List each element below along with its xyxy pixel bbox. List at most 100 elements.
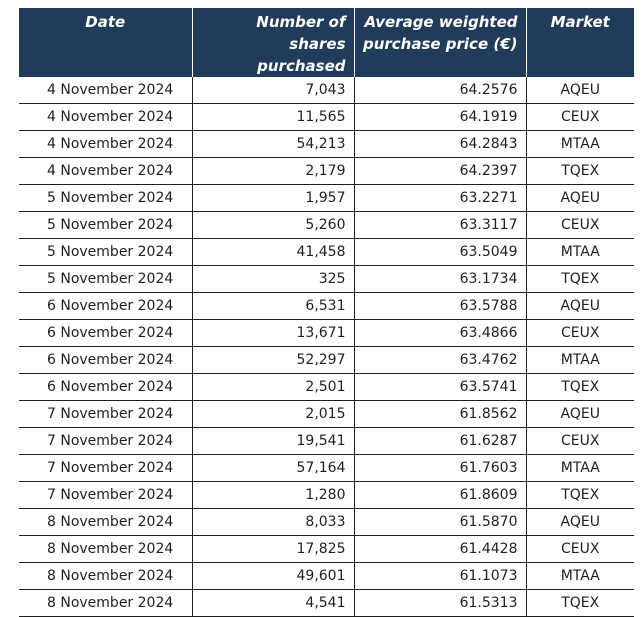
table-row: 6 November 2024 52,297 63.4762 MTAA <box>19 346 634 374</box>
cell-market: TQEX <box>526 589 634 617</box>
cell-date: 6 November 2024 <box>19 319 193 347</box>
cell-shares: 41,458 <box>192 238 355 266</box>
cell-date: 6 November 2024 <box>19 373 193 401</box>
cell-market: MTAA <box>526 238 634 266</box>
cell-shares: 57,164 <box>192 454 355 482</box>
cell-shares: 1,280 <box>192 481 355 509</box>
cell-price: 64.1919 <box>354 103 527 131</box>
cell-price: 63.2271 <box>354 184 527 212</box>
cell-market: TQEX <box>526 265 634 293</box>
cell-shares: 13,671 <box>192 319 355 347</box>
header-date-label: Date <box>85 13 126 31</box>
header-price-line-2: purchase price (€) <box>362 35 518 53</box>
cell-date: 5 November 2024 <box>19 211 193 239</box>
cell-shares: 49,601 <box>192 562 355 590</box>
cell-market: AQEU <box>526 508 634 536</box>
cell-price: 63.1734 <box>354 265 527 293</box>
cell-price: 61.7603 <box>354 454 527 482</box>
cell-date: 8 November 2024 <box>19 535 193 563</box>
cell-date: 7 November 2024 <box>19 454 193 482</box>
cell-date: 7 November 2024 <box>19 400 193 428</box>
cell-market: TQEX <box>526 481 634 509</box>
header-market-label: Market <box>550 13 610 31</box>
cell-date: 7 November 2024 <box>19 481 193 509</box>
cell-price: 63.5049 <box>354 238 527 266</box>
table-row: 8 November 2024 17,825 61.4428 CEUX <box>19 535 634 563</box>
table-header: Date Number of shares purchased Average … <box>19 8 634 77</box>
header-average-price: Average weighted purchase price (€) <box>354 8 527 77</box>
cell-price: 63.4866 <box>354 319 527 347</box>
header-shares-line-1: Number of shares <box>256 13 346 53</box>
cell-market: CEUX <box>526 211 634 239</box>
header-date: Date <box>19 8 193 77</box>
cell-market: AQEU <box>526 77 634 104</box>
cell-date: 4 November 2024 <box>19 103 193 131</box>
header-market: Market <box>526 8 634 77</box>
header-number-of-shares: Number of shares purchased <box>192 8 355 77</box>
header-row: Date Number of shares purchased Average … <box>19 8 634 77</box>
cell-date: 8 November 2024 <box>19 508 193 536</box>
table-row: 8 November 2024 4,541 61.5313 TQEX <box>19 589 634 617</box>
cell-price: 64.2843 <box>354 130 527 158</box>
cell-shares: 325 <box>192 265 355 293</box>
cell-date: 4 November 2024 <box>19 157 193 185</box>
header-shares-line-2: purchased <box>257 57 346 75</box>
cell-date: 5 November 2024 <box>19 238 193 266</box>
cell-shares: 5,260 <box>192 211 355 239</box>
table-row: 4 November 2024 7,043 64.2576 AQEU <box>19 77 634 104</box>
cell-price: 63.5788 <box>354 292 527 320</box>
cell-date: 6 November 2024 <box>19 292 193 320</box>
cell-shares: 4,541 <box>192 589 355 617</box>
cell-date: 8 November 2024 <box>19 562 193 590</box>
cell-price: 63.3117 <box>354 211 527 239</box>
cell-market: CEUX <box>526 535 634 563</box>
cell-shares: 2,501 <box>192 373 355 401</box>
cell-price: 61.5313 <box>354 589 527 617</box>
cell-shares: 6,531 <box>192 292 355 320</box>
cell-market: AQEU <box>526 184 634 212</box>
table-row: 8 November 2024 8,033 61.5870 AQEU <box>19 508 634 536</box>
table-row: 6 November 2024 2,501 63.5741 TQEX <box>19 373 634 401</box>
cell-price: 61.8562 <box>354 400 527 428</box>
cell-market: CEUX <box>526 427 634 455</box>
table-body: 4 November 2024 7,043 64.2576 AQEU 4 Novembe… <box>19 77 634 617</box>
cell-shares: 2,015 <box>192 400 355 428</box>
cell-shares: 2,179 <box>192 157 355 185</box>
header-price-line-1: Average weighted <box>364 13 518 31</box>
cell-price: 61.8609 <box>354 481 527 509</box>
cell-price: 61.5870 <box>354 508 527 536</box>
cell-shares: 17,825 <box>192 535 355 563</box>
cell-price: 64.2576 <box>354 77 527 104</box>
cell-date: 8 November 2024 <box>19 589 193 617</box>
table-row: 4 November 2024 11,565 64.1919 CEUX <box>19 103 634 131</box>
cell-market: AQEU <box>526 400 634 428</box>
table-row: 4 November 2024 54,213 64.2843 MTAA <box>19 130 634 158</box>
cell-market: AQEU <box>526 292 634 320</box>
table-row: 5 November 2024 1,957 63.2271 AQEU <box>19 184 634 212</box>
cell-date: 5 November 2024 <box>19 184 193 212</box>
table-row: 8 November 2024 49,601 61.1073 MTAA <box>19 562 634 590</box>
cell-price: 61.6287 <box>354 427 527 455</box>
share-purchases-table-container: Date Number of shares purchased Average … <box>19 8 634 617</box>
table-row: 4 November 2024 2,179 64.2397 TQEX <box>19 157 634 185</box>
cell-market: MTAA <box>526 130 634 158</box>
cell-shares: 19,541 <box>192 427 355 455</box>
cell-price: 63.4762 <box>354 346 527 374</box>
cell-market: TQEX <box>526 373 634 401</box>
cell-shares: 52,297 <box>192 346 355 374</box>
cell-shares: 54,213 <box>192 130 355 158</box>
table-row: 5 November 2024 325 63.1734 TQEX <box>19 265 634 293</box>
cell-shares: 11,565 <box>192 103 355 131</box>
share-purchases-table: Date Number of shares purchased Average … <box>19 8 634 617</box>
cell-date: 6 November 2024 <box>19 346 193 374</box>
cell-market: CEUX <box>526 319 634 347</box>
cell-date: 5 November 2024 <box>19 265 193 293</box>
cell-date: 7 November 2024 <box>19 427 193 455</box>
table-row: 6 November 2024 13,671 63.4866 CEUX <box>19 319 634 347</box>
cell-shares: 7,043 <box>192 77 355 104</box>
cell-market: MTAA <box>526 454 634 482</box>
cell-price: 61.1073 <box>354 562 527 590</box>
cell-shares: 1,957 <box>192 184 355 212</box>
cell-market: MTAA <box>526 346 634 374</box>
cell-price: 61.4428 <box>354 535 527 563</box>
